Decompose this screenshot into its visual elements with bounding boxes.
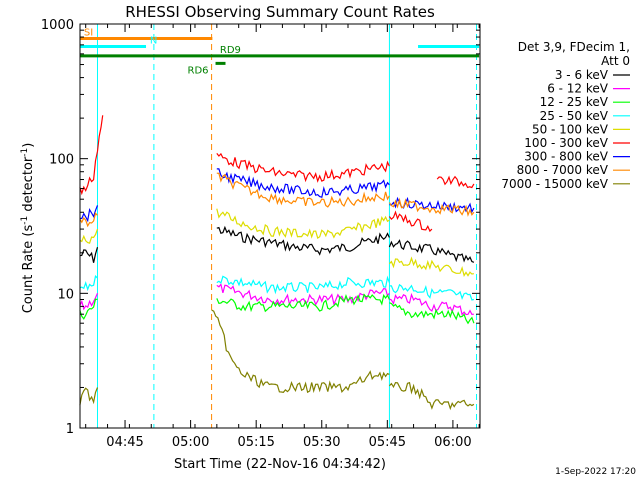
- series-line: [79, 247, 99, 263]
- series-line: [216, 275, 390, 295]
- x-tick-label: 04:45: [106, 435, 143, 450]
- series-line: [79, 205, 99, 223]
- series-line: [389, 283, 475, 301]
- timestamp: 1-Sep-2022 17:20: [555, 467, 636, 477]
- plot-frame: [79, 23, 481, 429]
- series-line: [216, 293, 390, 313]
- series-line: [216, 152, 390, 183]
- legend-label: 7000 - 15000 keV: [501, 177, 608, 191]
- series-line: [79, 293, 99, 311]
- x-axis-label: Start Time (22-Nov-16 04:34:42): [174, 457, 386, 472]
- x-tick-label: 05:15: [237, 435, 274, 450]
- series-line: [388, 256, 474, 278]
- legend-label: 25 - 50 keV: [540, 109, 609, 123]
- y-tick-label: 10: [57, 287, 74, 302]
- series-line: [216, 208, 390, 240]
- vertical-markers: [96, 24, 478, 428]
- series-line: [216, 283, 390, 307]
- y-tick-label: 1: [66, 422, 74, 437]
- flag-label: N: [150, 36, 157, 47]
- series-line: [389, 292, 474, 316]
- flag-bars: SI N RD9 RD6: [79, 28, 480, 76]
- x-tick-label: 05:00: [172, 435, 209, 450]
- series-line: [436, 175, 475, 189]
- x-tick-label: 06:00: [434, 435, 471, 450]
- legend-header: Det 3,9, FDecim 1,: [518, 40, 630, 54]
- series-line: [216, 225, 390, 256]
- legend-label: 300 - 800 keV: [524, 150, 608, 164]
- axis-ticks: 1 10 100 1000 04:45 05:00 05:15 05:30 05:45 06:00: [41, 18, 480, 450]
- series-line: [388, 210, 433, 233]
- series-line: [388, 197, 475, 217]
- series-line: [216, 172, 390, 208]
- flag-label: RD6: [188, 65, 209, 76]
- y-axis-label-part: ): [21, 143, 36, 148]
- series-line: [211, 309, 390, 394]
- chart-title: RHESSI Observing Summary Count Rates: [125, 3, 435, 21]
- series-line: [216, 168, 390, 198]
- flag-label: SI: [84, 28, 93, 39]
- legend-label: 12 - 25 keV: [540, 95, 609, 109]
- series-lines: [79, 115, 475, 411]
- legend-label: 100 - 300 keV: [524, 136, 608, 150]
- flag-label: RD9: [220, 45, 241, 56]
- series-line: [389, 302, 475, 325]
- series-line: [79, 298, 98, 320]
- series-line: [79, 212, 98, 228]
- y-axis-label: Count Rate (s-1 detector-1): [20, 143, 36, 314]
- series-line: [388, 239, 475, 263]
- series-line: [79, 228, 99, 244]
- y-tick-label: 1000: [41, 18, 74, 33]
- y-axis-label-part: -1: [20, 148, 30, 157]
- series-line: [79, 387, 99, 406]
- y-axis-label-part: Count Rate (s: [21, 225, 36, 314]
- x-tick-label: 05:30: [303, 435, 340, 450]
- x-tick-label: 05:45: [369, 435, 406, 450]
- series-line: [388, 381, 475, 411]
- y-tick-label: 100: [49, 153, 74, 168]
- y-axis-label-part: -1: [20, 216, 30, 225]
- legend-label: 800 - 7000 keV: [517, 163, 609, 177]
- legend-label: 6 - 12 keV: [547, 82, 609, 96]
- series-line: [79, 275, 98, 292]
- legend-header: Att 0: [601, 54, 630, 68]
- legend-label: 50 - 100 keV: [532, 122, 609, 136]
- series-line: [79, 115, 104, 196]
- legend-label: 3 - 6 keV: [555, 68, 609, 82]
- y-axis-label-part: detector: [21, 156, 36, 216]
